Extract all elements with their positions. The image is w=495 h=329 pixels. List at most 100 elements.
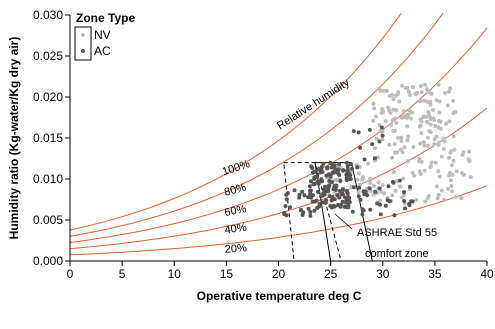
- rh-label-80: 80%: [223, 181, 248, 198]
- point-nv: [436, 82, 441, 87]
- point-nv: [408, 116, 413, 121]
- point-nv: [437, 110, 442, 115]
- point-ac: [316, 190, 321, 195]
- point-ac: [350, 166, 354, 171]
- point-nv: [410, 170, 415, 175]
- point-nv: [437, 119, 441, 123]
- point-nv: [393, 188, 398, 193]
- x-tick-label: 30: [376, 267, 390, 281]
- point-ac: [321, 161, 326, 166]
- point-nv: [423, 82, 428, 87]
- point-nv: [447, 173, 452, 178]
- point-nv: [405, 159, 410, 164]
- point-nv: [433, 160, 438, 165]
- point-ac: [327, 183, 332, 188]
- point-nv: [421, 114, 426, 119]
- rh-curves: [70, 13, 488, 256]
- point-nv: [381, 88, 386, 93]
- point-nv: [467, 149, 472, 154]
- legend: Zone Type NV AC: [74, 11, 135, 61]
- point-ac: [358, 197, 363, 202]
- point-nv: [431, 108, 435, 112]
- point-nv: [379, 189, 384, 194]
- point-ac: [377, 186, 382, 191]
- point-ac: [320, 179, 325, 184]
- point-nv: [459, 196, 464, 201]
- point-ac: [387, 199, 392, 204]
- rh-curve-20: [70, 185, 488, 256]
- point-ac: [348, 177, 353, 181]
- point-ac: [324, 173, 329, 178]
- comfort-zone-label-line1: ASHRAE Std 55: [357, 227, 437, 239]
- ticks: 0 5 10 15 20 25 30 35 40 0.000 0.005 0.010 0.015 0.02…: [33, 8, 494, 281]
- point-nv: [400, 195, 405, 200]
- point-nv: [380, 129, 385, 134]
- point-ac: [308, 188, 313, 193]
- point-nv: [425, 87, 429, 92]
- point-ac: [332, 170, 337, 175]
- point-nv: [467, 159, 472, 164]
- point-nv: [454, 194, 458, 199]
- point-nv: [432, 137, 437, 142]
- rh-label-40: 40%: [224, 222, 248, 237]
- point-ac: [314, 174, 319, 179]
- point-nv: [436, 192, 441, 197]
- point-nv: [445, 103, 450, 108]
- point-ac: [324, 198, 329, 203]
- point-nv: [361, 175, 365, 180]
- point-ac: [312, 208, 317, 213]
- point-ac: [312, 199, 317, 204]
- point-ac: [392, 213, 397, 218]
- point-nv: [428, 122, 433, 127]
- point-ac: [306, 195, 311, 200]
- point-nv: [425, 135, 430, 140]
- point-nv: [438, 126, 443, 131]
- point-ac: [297, 195, 302, 200]
- point-nv: [387, 142, 392, 147]
- point-nv: [356, 190, 361, 195]
- point-nv: [388, 110, 393, 115]
- point-ac: [344, 160, 349, 165]
- point-nv: [391, 97, 396, 101]
- point-nv: [402, 145, 407, 150]
- point-ac: [284, 213, 289, 218]
- point-ac: [325, 165, 330, 170]
- point-ac: [284, 197, 289, 202]
- point-nv: [442, 197, 447, 202]
- point-nv: [373, 114, 378, 119]
- point-ac: [368, 207, 373, 212]
- point-nv: [381, 109, 386, 114]
- point-nv: [405, 115, 409, 120]
- point-ac: [402, 199, 407, 203]
- point-nv: [468, 175, 473, 180]
- point-nv: [447, 119, 452, 124]
- point-ac: [336, 203, 341, 207]
- point-nv: [390, 193, 395, 198]
- point-ac: [312, 176, 317, 181]
- x-tick-label: 0: [67, 267, 74, 281]
- point-ac: [362, 157, 367, 162]
- point-ac: [316, 181, 321, 186]
- point-nv: [448, 150, 453, 155]
- point-ac: [326, 189, 331, 194]
- point-nv: [368, 181, 373, 185]
- point-nv: [401, 176, 406, 181]
- point-ac: [307, 184, 312, 189]
- point-ac: [360, 212, 365, 217]
- point-ac: [306, 206, 311, 211]
- point-nv: [396, 135, 400, 140]
- point-nv: [419, 90, 424, 95]
- point-nv: [386, 105, 391, 110]
- point-nv: [449, 163, 454, 168]
- legend-label-nv: NV: [94, 28, 111, 42]
- rh-curve-80: [70, 13, 444, 237]
- point-nv: [411, 85, 415, 90]
- point-nv: [454, 169, 459, 174]
- point-nv: [437, 174, 442, 179]
- point-nv: [428, 117, 433, 122]
- point-nv: [422, 140, 426, 145]
- point-ac: [328, 203, 333, 208]
- point-nv: [461, 150, 466, 155]
- point-ac: [322, 186, 327, 191]
